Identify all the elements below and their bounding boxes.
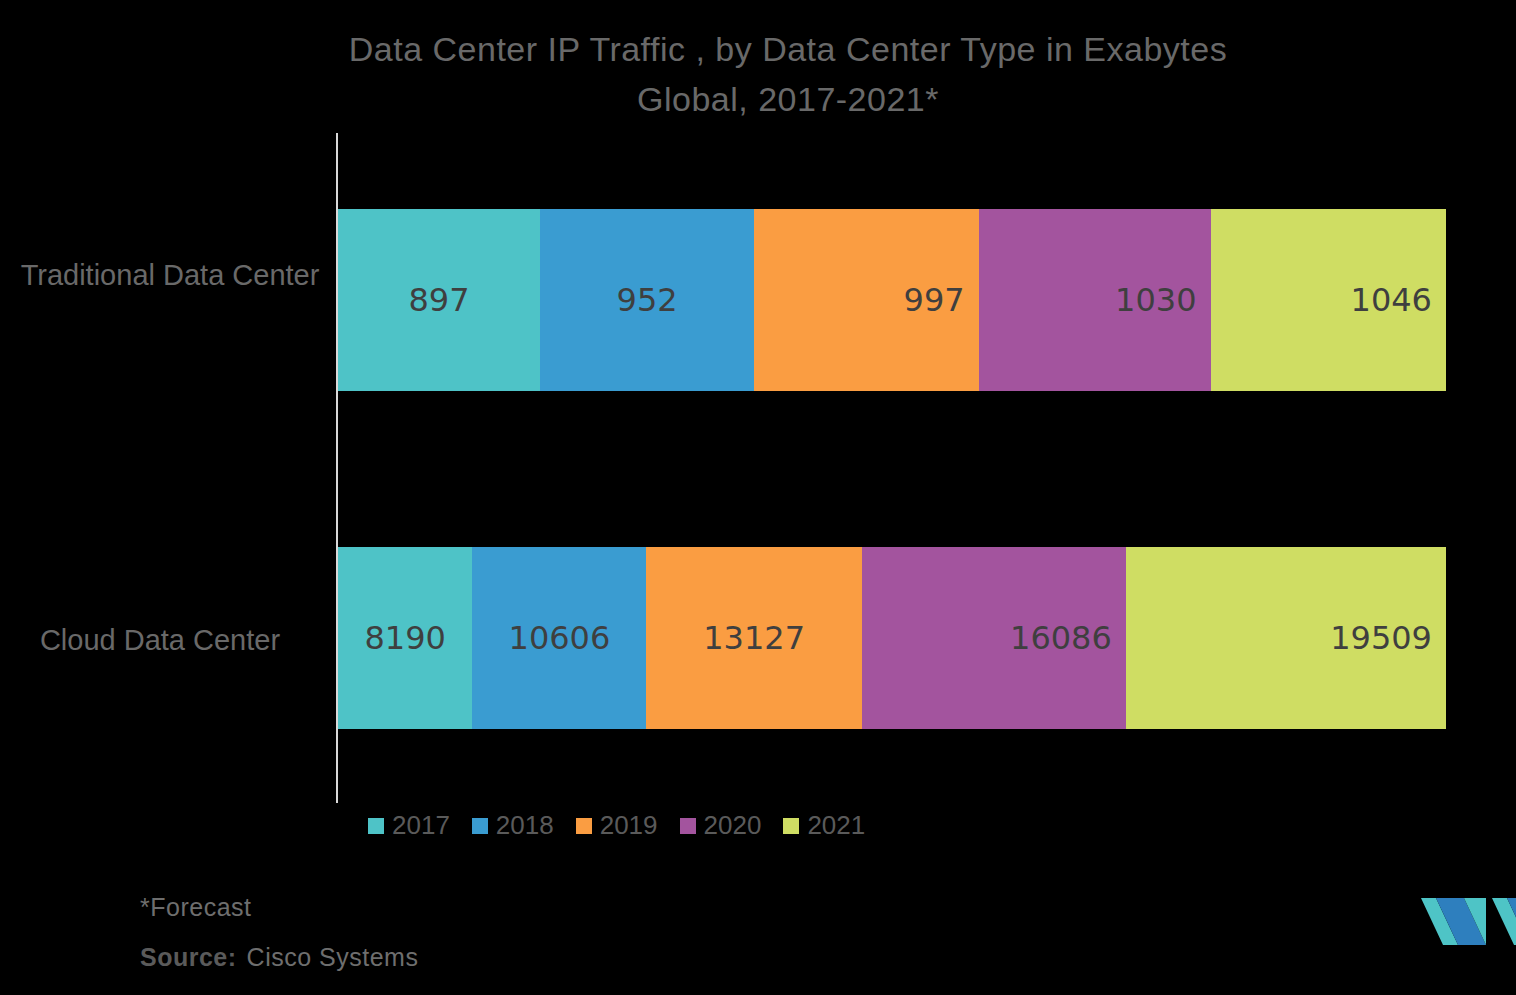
legend-item-2021: 2021 [783, 810, 865, 841]
data-label-2018: 10606 [509, 619, 611, 657]
legend-item-2018: 2018 [472, 810, 554, 841]
legend-swatch-2021 [783, 818, 799, 834]
bar-segment-2019: 997 [754, 209, 978, 391]
chart-title-line2: Global, 2017-2021* [60, 74, 1516, 124]
legend-label-2020: 2020 [704, 810, 762, 841]
chart-title-line1: Data Center IP Traffic , by Data Center … [60, 24, 1516, 74]
legend-swatch-2019 [576, 818, 592, 834]
mordor-intelligence-logo [1421, 898, 1516, 945]
bar-segment-2018: 10606 [472, 547, 646, 729]
bar-segment-2017: 897 [338, 209, 540, 391]
legend-label-2021: 2021 [807, 810, 865, 841]
source-value: Cisco Systems [247, 943, 419, 971]
bar-segment-2021: 1046 [1211, 209, 1446, 391]
bar-segment-2021: 19509 [1126, 547, 1446, 729]
bar-segment-2020: 1030 [979, 209, 1211, 391]
source-label: Source: [140, 943, 237, 971]
legend-label-2018: 2018 [496, 810, 554, 841]
legend-item-2019: 2019 [576, 810, 658, 841]
bar-segment-2017: 8190 [338, 547, 472, 729]
bar-cloud-data-center: 8190 10606 13127 16086 19509 [338, 547, 1446, 729]
legend-label-2017: 2017 [392, 810, 450, 841]
data-label-2018: 952 [617, 281, 678, 319]
legend-label-2019: 2019 [600, 810, 658, 841]
legend-item-2017: 2017 [368, 810, 450, 841]
chart-title: Data Center IP Traffic , by Data Center … [0, 24, 1516, 124]
data-label-2019: 13127 [703, 619, 805, 657]
source-line: Source: Cisco Systems [140, 943, 418, 972]
bar-segment-2018: 952 [540, 209, 754, 391]
forecast-note: *Forecast [140, 893, 251, 922]
data-label-2017: 897 [408, 281, 469, 319]
data-label-2017: 8190 [364, 619, 445, 657]
data-label-2021: 1046 [1351, 281, 1432, 319]
data-label-2021: 19509 [1330, 619, 1432, 657]
legend-swatch-2017 [368, 818, 384, 834]
bar-traditional-data-center: 897 952 997 1030 1046 [338, 209, 1446, 391]
legend-swatch-2020 [680, 818, 696, 834]
legend: 2017 2018 2019 2020 2021 [368, 810, 865, 841]
category-label-traditional-data-center: Traditional Data Center [20, 252, 320, 298]
bar-segment-2020: 16086 [862, 547, 1126, 729]
bar-segment-2019: 13127 [646, 547, 861, 729]
category-label-cloud-data-center: Cloud Data Center [0, 617, 320, 663]
data-label-2020: 1030 [1115, 281, 1196, 319]
legend-swatch-2018 [472, 818, 488, 834]
legend-item-2020: 2020 [680, 810, 762, 841]
data-label-2019: 997 [904, 281, 965, 319]
data-label-2020: 16086 [1010, 619, 1112, 657]
